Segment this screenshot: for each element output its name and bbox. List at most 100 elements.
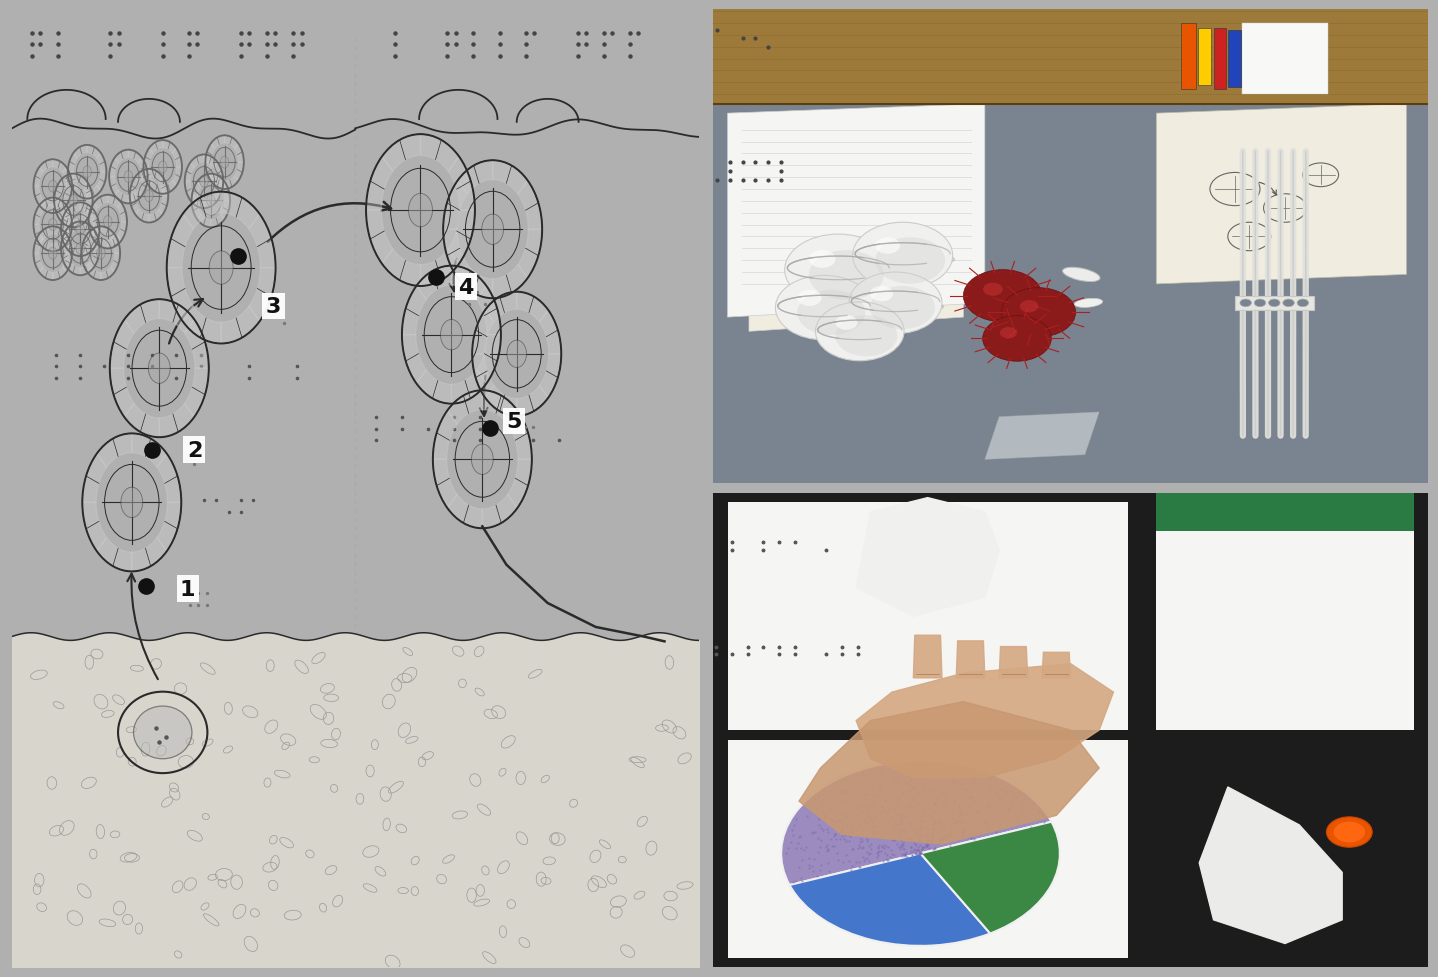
Polygon shape <box>66 203 81 216</box>
Polygon shape <box>96 173 106 191</box>
Ellipse shape <box>788 304 876 320</box>
Polygon shape <box>190 155 204 168</box>
Polygon shape <box>443 230 467 278</box>
Polygon shape <box>88 146 101 159</box>
Polygon shape <box>539 355 561 399</box>
Polygon shape <box>60 215 73 228</box>
Circle shape <box>145 191 154 202</box>
Polygon shape <box>91 230 99 249</box>
Polygon shape <box>82 454 106 503</box>
Polygon shape <box>150 210 162 224</box>
Polygon shape <box>39 200 53 214</box>
Polygon shape <box>150 141 162 154</box>
Circle shape <box>870 286 935 329</box>
Circle shape <box>124 171 132 184</box>
Ellipse shape <box>134 706 191 759</box>
Polygon shape <box>476 335 500 384</box>
Polygon shape <box>81 223 93 235</box>
Polygon shape <box>89 203 98 223</box>
Polygon shape <box>184 368 209 417</box>
Polygon shape <box>190 195 204 209</box>
Polygon shape <box>111 234 121 254</box>
Polygon shape <box>111 254 121 273</box>
Polygon shape <box>800 701 1099 844</box>
Polygon shape <box>249 269 276 321</box>
Polygon shape <box>109 368 134 417</box>
Polygon shape <box>81 203 93 216</box>
Circle shape <box>815 303 905 361</box>
Polygon shape <box>144 168 152 187</box>
Polygon shape <box>68 153 78 173</box>
Polygon shape <box>367 157 393 211</box>
Polygon shape <box>55 183 63 201</box>
Ellipse shape <box>1074 299 1103 308</box>
Polygon shape <box>138 178 148 196</box>
Text: 5: 5 <box>506 411 522 432</box>
Polygon shape <box>449 211 475 265</box>
Polygon shape <box>913 636 942 678</box>
Polygon shape <box>73 146 88 159</box>
Polygon shape <box>713 10 1428 105</box>
Circle shape <box>999 327 1017 339</box>
Polygon shape <box>508 411 532 460</box>
Circle shape <box>69 195 78 207</box>
Polygon shape <box>62 187 72 206</box>
Circle shape <box>49 181 58 192</box>
Polygon shape <box>129 196 139 216</box>
Polygon shape <box>999 647 1028 678</box>
Polygon shape <box>221 307 260 344</box>
Polygon shape <box>81 243 93 257</box>
Polygon shape <box>403 335 426 384</box>
Bar <box>1182 24 1195 90</box>
Polygon shape <box>417 370 452 404</box>
Polygon shape <box>447 495 482 529</box>
Polygon shape <box>53 200 66 214</box>
Circle shape <box>49 248 58 260</box>
Circle shape <box>808 251 835 269</box>
Polygon shape <box>73 175 86 188</box>
Polygon shape <box>420 135 459 172</box>
Text: 1: 1 <box>180 579 196 599</box>
Circle shape <box>96 248 105 260</box>
Polygon shape <box>204 195 217 209</box>
Polygon shape <box>221 192 260 230</box>
Polygon shape <box>206 144 214 163</box>
Polygon shape <box>191 183 201 201</box>
Circle shape <box>1240 300 1251 308</box>
Polygon shape <box>856 664 1113 778</box>
Circle shape <box>1001 288 1076 338</box>
Polygon shape <box>162 141 177 154</box>
Polygon shape <box>173 149 183 168</box>
Bar <box>1214 28 1227 90</box>
Polygon shape <box>144 149 152 168</box>
Polygon shape <box>101 268 115 280</box>
Circle shape <box>982 317 1051 361</box>
Polygon shape <box>83 183 92 201</box>
Polygon shape <box>539 311 561 355</box>
Polygon shape <box>728 105 985 318</box>
Circle shape <box>1268 300 1280 308</box>
Circle shape <box>472 445 493 475</box>
Polygon shape <box>220 183 230 201</box>
Polygon shape <box>39 268 53 280</box>
Circle shape <box>848 273 942 334</box>
Circle shape <box>440 320 462 351</box>
Wedge shape <box>781 761 1051 885</box>
Polygon shape <box>956 641 985 678</box>
Polygon shape <box>452 370 486 404</box>
Polygon shape <box>493 265 528 299</box>
Polygon shape <box>93 195 108 209</box>
Polygon shape <box>482 391 518 425</box>
Wedge shape <box>789 854 991 946</box>
Polygon shape <box>160 300 194 334</box>
Polygon shape <box>96 153 106 173</box>
Circle shape <box>963 271 1043 322</box>
Polygon shape <box>62 168 72 187</box>
Polygon shape <box>82 503 106 552</box>
Bar <box>1228 31 1241 88</box>
Polygon shape <box>1043 653 1070 678</box>
Circle shape <box>808 251 884 301</box>
Circle shape <box>408 194 433 228</box>
Polygon shape <box>129 178 139 196</box>
Circle shape <box>200 176 209 188</box>
